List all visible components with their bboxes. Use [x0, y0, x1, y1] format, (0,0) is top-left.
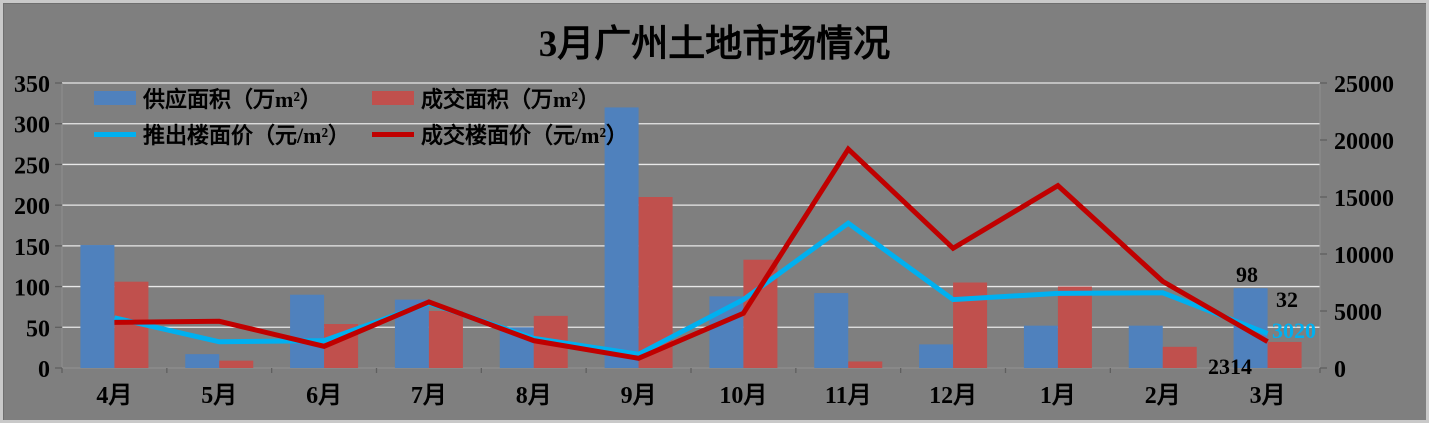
month-label-1月: 1月	[1040, 383, 1076, 409]
month-label-11月: 11月	[825, 383, 872, 409]
right-axis-label-15000: 15000	[1334, 186, 1394, 212]
month-label-6月: 6月	[306, 383, 342, 409]
data-label-32: 32	[1276, 287, 1298, 312]
right-axis-label-10000: 10000	[1334, 243, 1394, 269]
month-label-7月: 7月	[411, 383, 447, 409]
supply-area-bar-9月	[604, 107, 639, 368]
data-label-98: 98	[1236, 262, 1258, 287]
left-axis-label-300: 300	[14, 113, 50, 139]
left-axis-label-200: 200	[14, 194, 50, 220]
month-label-3月: 3月	[1250, 383, 1286, 409]
deal-area-bar-5月	[219, 360, 254, 368]
month-label-4月: 4月	[96, 383, 132, 409]
right-axis-label-20000: 20000	[1334, 129, 1394, 155]
legend-swatch-supply-area-icon	[94, 91, 136, 105]
left-axis-label-100: 100	[14, 276, 50, 302]
supply-area-bar-6月	[290, 294, 325, 368]
month-label-2月: 2月	[1145, 383, 1181, 409]
supply-area-bar-2月	[1128, 325, 1163, 368]
supply-area-bar-5月	[185, 354, 220, 368]
month-label-8月: 8月	[516, 383, 552, 409]
data-label-2314: 2314	[1208, 354, 1252, 379]
legend-label-deal-price: 成交楼面价（元/m²）	[421, 123, 629, 148]
supply-area-bar-11月	[814, 293, 849, 368]
supply-area-bar-4月	[80, 245, 115, 368]
deal-area-bar-3月	[1267, 341, 1302, 368]
chart-title: 3月广州土地市场情况	[538, 24, 891, 65]
supply-area-bar-1月	[1023, 325, 1058, 368]
legend-item-supply-area: 供应面积（万m²）	[94, 82, 322, 114]
legend-label-deal-area: 成交面积（万m²）	[421, 87, 600, 112]
right-axis-label-5000: 5000	[1334, 300, 1382, 326]
month-label-10月: 10月	[719, 383, 767, 409]
legend-item-launch-price: 推出楼面价（元/m²）	[94, 118, 350, 150]
deal-area-bar-2月	[1162, 346, 1197, 368]
legend-swatch-deal-area-icon	[372, 91, 414, 105]
left-axis-label-250: 250	[14, 153, 50, 179]
deal-area-bar-9月	[638, 197, 673, 368]
left-axis-label-0: 0	[38, 357, 50, 383]
right-axis-label-25000: 25000	[1334, 72, 1394, 98]
legend-label-supply-area: 供应面积（万m²）	[143, 87, 322, 112]
left-axis-label-350: 350	[14, 72, 50, 98]
left-axis-label-50: 50	[26, 316, 50, 342]
right-axis-label-0: 0	[1334, 357, 1346, 383]
legend-item-deal-price: 成交楼面价（元/m²）	[372, 118, 628, 150]
deal-area-bar-7月	[428, 311, 463, 368]
supply-area-bar-12月	[919, 344, 954, 368]
left-axis-label-150: 150	[14, 235, 50, 261]
legend-item-deal-area: 成交面积（万m²）	[372, 82, 600, 114]
deal-area-bar-12月	[953, 282, 988, 368]
legend-swatch-deal-price-icon	[372, 131, 414, 137]
data-label-3020: 3020	[1272, 318, 1316, 343]
legend-swatch-launch-price-icon	[94, 131, 136, 137]
deal-price-line	[114, 145, 1269, 361]
month-label-5月: 5月	[201, 383, 237, 409]
legend-label-launch-price: 推出楼面价（元/m²）	[143, 123, 351, 148]
month-label-12月: 12月	[929, 383, 977, 409]
month-label-9月: 9月	[621, 383, 657, 409]
deal-area-bar-11月	[848, 361, 883, 368]
deal-area-bar-1月	[1057, 286, 1092, 368]
